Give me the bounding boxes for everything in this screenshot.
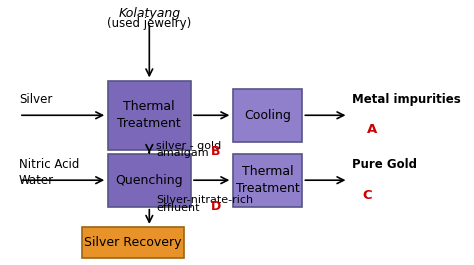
FancyBboxPatch shape: [233, 89, 302, 142]
Text: Quenching: Quenching: [116, 174, 183, 187]
Text: Metal impurities: Metal impurities: [352, 93, 460, 106]
Text: Cooling: Cooling: [245, 109, 291, 122]
Text: B: B: [211, 145, 220, 158]
FancyBboxPatch shape: [82, 227, 184, 258]
Text: Nitric Acid: Nitric Acid: [19, 158, 79, 171]
Text: amalgam: amalgam: [156, 148, 209, 158]
Text: Silver-nitrate-rich: Silver-nitrate-rich: [156, 195, 254, 205]
Text: D: D: [211, 200, 221, 213]
Text: C: C: [363, 189, 372, 202]
Text: Kolatyang: Kolatyang: [118, 7, 181, 20]
Text: Thermal
Treatment: Thermal Treatment: [236, 165, 300, 195]
FancyBboxPatch shape: [233, 154, 302, 207]
Text: Thermal
Treatment: Thermal Treatment: [118, 100, 181, 130]
FancyBboxPatch shape: [108, 154, 191, 207]
Text: A: A: [367, 123, 378, 136]
Text: Silver Recovery: Silver Recovery: [84, 236, 182, 249]
Text: effluent: effluent: [156, 203, 200, 213]
Text: Pure Gold: Pure Gold: [352, 158, 417, 171]
Text: (used jewelry): (used jewelry): [107, 17, 191, 30]
Text: Silver: Silver: [19, 93, 52, 106]
Text: Water: Water: [19, 174, 54, 187]
Text: silver - gold: silver - gold: [156, 140, 222, 151]
FancyBboxPatch shape: [108, 81, 191, 150]
